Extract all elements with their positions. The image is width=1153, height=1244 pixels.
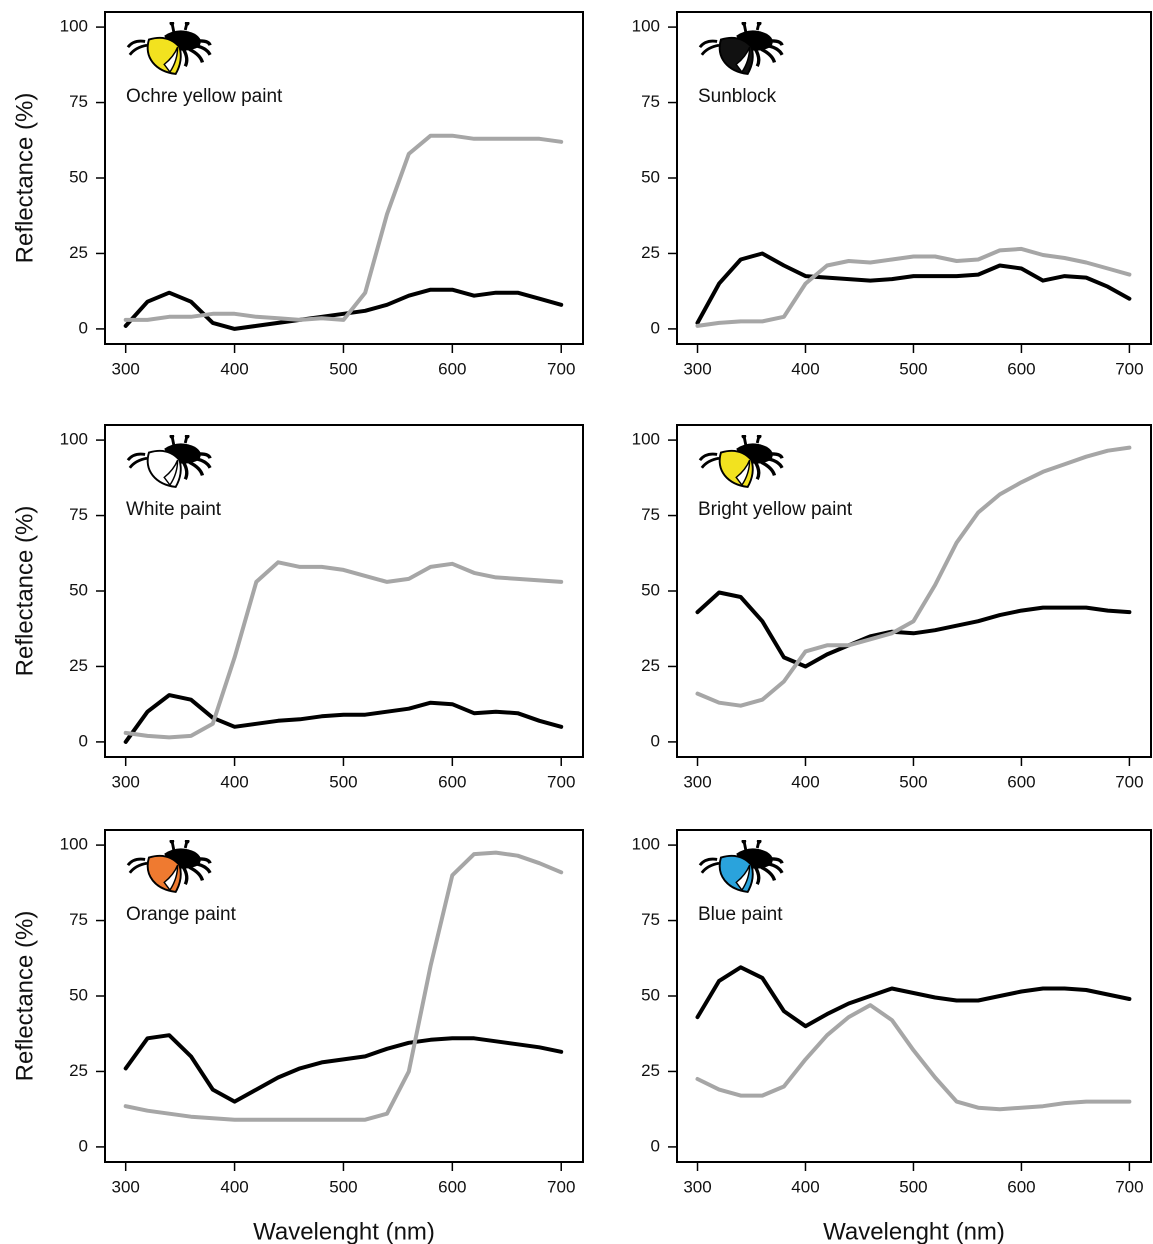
data-line xyxy=(123,693,564,744)
x-axis-label: Wavelenght (nm) xyxy=(823,1218,1005,1244)
data-line xyxy=(695,1003,1132,1112)
y-tick-label: 75 xyxy=(69,92,88,111)
y-tick-label: 100 xyxy=(632,17,660,36)
crab-icon xyxy=(698,435,784,489)
data-line xyxy=(695,246,1132,328)
data-line xyxy=(123,1033,564,1104)
x-tick-label: 600 xyxy=(1007,359,1035,378)
x-tick-label: 600 xyxy=(438,359,466,378)
x-tick-label: 700 xyxy=(547,1177,575,1196)
x-tick-label: 400 xyxy=(791,772,819,791)
y-tick-label: 0 xyxy=(651,731,660,750)
y-tick-label: 25 xyxy=(641,656,660,675)
x-tick-label: 600 xyxy=(1007,1177,1035,1196)
y-tick-label: 75 xyxy=(641,92,660,111)
y-axis-label: Reflectance (%) xyxy=(11,911,38,1082)
y-tick-label: 50 xyxy=(641,580,660,599)
y-tick-label: 0 xyxy=(651,1136,660,1155)
y-tick-label: 0 xyxy=(79,1136,88,1155)
data-line xyxy=(123,560,564,740)
x-tick-label: 300 xyxy=(112,359,140,378)
y-tick-label: 50 xyxy=(69,167,88,186)
x-tick-label: 700 xyxy=(547,772,575,791)
y-tick-label: 0 xyxy=(79,731,88,750)
panel-label: Bright yellow paint xyxy=(698,499,853,520)
panel-label: White paint xyxy=(126,499,222,520)
data-line xyxy=(695,251,1132,325)
x-axis-label: Wavelenght (nm) xyxy=(253,1218,435,1244)
y-tick-label: 75 xyxy=(641,910,660,929)
x-tick-label: 500 xyxy=(329,1177,357,1196)
y-tick-label: 25 xyxy=(69,243,88,262)
y-axis-label: Reflectance (%) xyxy=(11,506,38,677)
x-tick-label: 300 xyxy=(683,772,711,791)
y-tick-label: 100 xyxy=(632,430,660,449)
x-tick-label: 600 xyxy=(1007,772,1035,791)
x-tick-label: 500 xyxy=(899,1177,927,1196)
y-tick-label: 50 xyxy=(69,985,88,1004)
data-line xyxy=(695,965,1132,1029)
y-tick-label: 75 xyxy=(641,505,660,524)
x-tick-label: 300 xyxy=(683,359,711,378)
x-tick-label: 700 xyxy=(1115,772,1143,791)
crab-icon xyxy=(698,840,784,894)
y-tick-label: 100 xyxy=(60,430,88,449)
data-line xyxy=(123,133,564,322)
x-tick-label: 400 xyxy=(220,359,248,378)
panel-label: Orange paint xyxy=(126,904,237,925)
x-tick-label: 300 xyxy=(112,1177,140,1196)
x-tick-label: 500 xyxy=(899,772,927,791)
y-tick-label: 100 xyxy=(60,835,88,854)
crab-icon xyxy=(126,22,212,76)
y-tick-label: 0 xyxy=(651,318,660,337)
x-tick-label: 600 xyxy=(438,1177,466,1196)
y-tick-label: 25 xyxy=(69,656,88,675)
panel-label: Ochre yellow paint xyxy=(126,86,283,107)
y-tick-label: 100 xyxy=(632,835,660,854)
x-tick-label: 700 xyxy=(547,359,575,378)
y-tick-label: 50 xyxy=(641,985,660,1004)
y-axis-label: Reflectance (%) xyxy=(11,93,38,264)
y-tick-label: 75 xyxy=(69,505,88,524)
x-tick-label: 400 xyxy=(791,1177,819,1196)
x-tick-label: 300 xyxy=(112,772,140,791)
y-tick-label: 0 xyxy=(79,318,88,337)
y-tick-label: 25 xyxy=(641,1061,660,1080)
data-line xyxy=(695,445,1132,708)
x-tick-label: 500 xyxy=(899,359,927,378)
data-line xyxy=(695,590,1132,669)
crab-icon xyxy=(698,22,784,76)
crab-icon xyxy=(126,435,212,489)
x-tick-label: 500 xyxy=(329,359,357,378)
y-tick-label: 25 xyxy=(641,243,660,262)
x-tick-label: 400 xyxy=(220,1177,248,1196)
x-tick-label: 700 xyxy=(1115,1177,1143,1196)
data-line xyxy=(123,850,564,1122)
y-tick-label: 50 xyxy=(69,580,88,599)
crab-icon xyxy=(126,840,212,894)
x-tick-label: 400 xyxy=(220,772,248,791)
x-tick-label: 600 xyxy=(438,772,466,791)
x-tick-label: 700 xyxy=(1115,359,1143,378)
y-tick-label: 50 xyxy=(641,167,660,186)
y-tick-label: 100 xyxy=(60,17,88,36)
panel-label: Sunblock xyxy=(698,86,777,107)
y-tick-label: 75 xyxy=(69,910,88,929)
data-line xyxy=(123,287,564,331)
x-tick-label: 500 xyxy=(329,772,357,791)
panel-label: Blue paint xyxy=(698,904,783,925)
x-tick-label: 300 xyxy=(683,1177,711,1196)
x-tick-label: 400 xyxy=(791,359,819,378)
y-tick-label: 25 xyxy=(69,1061,88,1080)
